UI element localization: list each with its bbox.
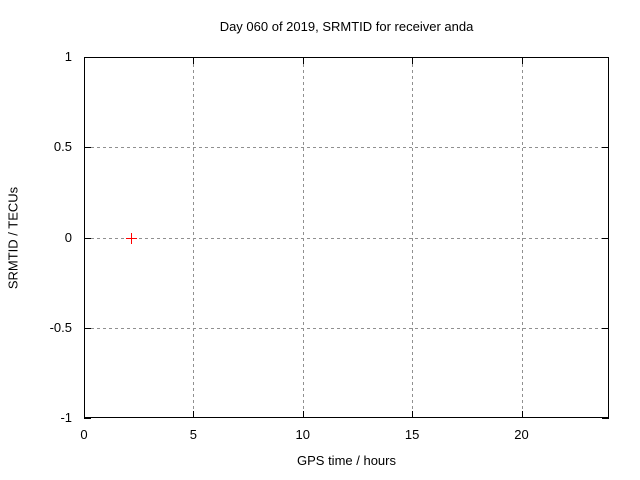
y-tick-label: 1 (64, 49, 72, 64)
y-tick-mark-right (602, 147, 609, 149)
marker-vertical-stroke (130, 232, 132, 244)
gridline-vertical (193, 58, 195, 417)
x-tick-mark-top (521, 57, 523, 64)
x-tick-mark-top (193, 57, 195, 64)
chart-title: Day 060 of 2019, SRMTID for receiver and… (219, 19, 474, 34)
gridline-horizontal (85, 237, 608, 239)
x-tick-mark-bottom (302, 411, 304, 418)
y-tick-mark-left (84, 237, 91, 239)
x-tick-mark-bottom (193, 411, 195, 418)
x-tick-label: 15 (404, 427, 420, 442)
y-tick-mark-left (84, 57, 91, 58)
plot-area (84, 57, 609, 419)
gridline-horizontal (85, 327, 608, 329)
y-tick-label: -1 (60, 410, 72, 425)
data-point-marker (125, 232, 137, 244)
gridline-vertical (302, 58, 304, 417)
gridline-horizontal (85, 147, 608, 149)
y-tick-mark-left (84, 418, 91, 419)
x-tick-mark-bottom (521, 411, 523, 418)
y-tick-label: -0.5 (49, 319, 72, 335)
gridline-vertical (521, 58, 523, 417)
x-tick-label: 20 (514, 427, 529, 442)
gridline-vertical (412, 58, 414, 417)
x-tick-label: 5 (189, 427, 197, 442)
y-tick-mark-right (602, 418, 609, 419)
y-tick-mark-right (602, 327, 609, 329)
y-tick-label: 0.5 (53, 139, 72, 155)
x-tick-mark-bottom (412, 411, 414, 418)
y-tick-label: 0 (64, 229, 72, 245)
y-tick-mark-left (84, 327, 91, 329)
x-tick-label: 0 (80, 427, 88, 442)
y-tick-mark-right (602, 237, 609, 239)
x-tick-mark-top (84, 57, 85, 64)
x-tick-mark-bottom (84, 411, 85, 418)
y-tick-mark-left (84, 147, 91, 149)
x-tick-label: 10 (295, 427, 310, 442)
x-tick-mark-top (412, 57, 414, 64)
y-tick-mark-right (602, 57, 609, 58)
x-tick-mark-top (302, 57, 304, 64)
x-axis-label: GPS time / hours (297, 453, 396, 468)
